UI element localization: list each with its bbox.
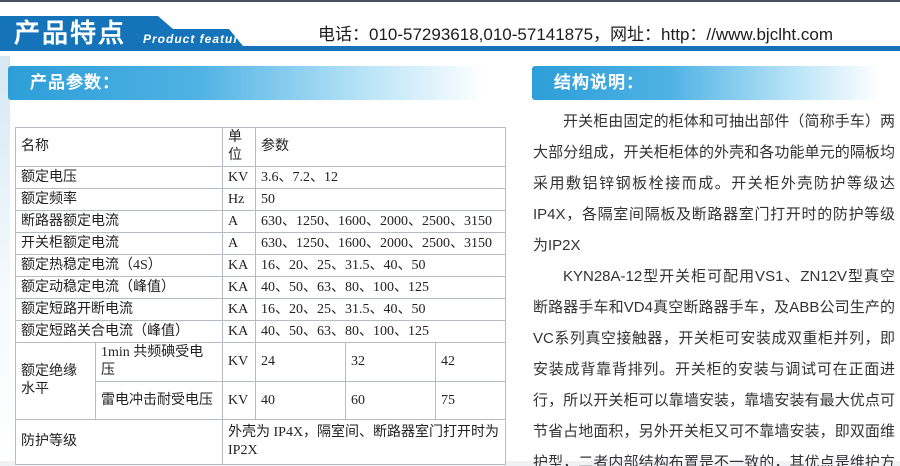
table-row: 额定电压 KV 3.6、7.2、12 <box>15 166 506 189</box>
structure-description: 开关柜由固定的柜体和可抽出部件（简称手车）两大部分组成，开关柜柜体的外壳和各功能… <box>533 106 895 466</box>
protection-value: 外壳为 IP4X，隔室间、断路器室门打开时为IP2X <box>222 419 506 465</box>
row-unit: KV <box>222 381 256 420</box>
row-unit: KV <box>222 342 256 382</box>
row-value: 630、1250、1600、2000、2500、3150 <box>255 210 506 233</box>
parameters-table: 名称 单位 参数 额定电压 KV 3.6、7.2、12 额定频率 Hz 50 断… <box>15 127 506 465</box>
insulation-value: 60 <box>345 381 436 420</box>
row-unit: KA <box>222 320 256 343</box>
insulation-row-1: 额定绝缘水平 1min 共频碘受电压 KV 24 32 42 <box>15 342 506 420</box>
row-name: 额定电压 <box>15 166 223 189</box>
row-name: 额定短路关合电流（峰值） <box>15 320 223 343</box>
table-header-row: 名称 单位 参数 <box>15 127 506 167</box>
page-title: 产品特点 <box>14 18 127 48</box>
row-name: 开关柜额定电流 <box>15 232 223 255</box>
left-edge-tint <box>0 56 10 460</box>
top-border-line <box>0 0 900 2</box>
table-row: 额定短路关合电流（峰值） KA 40、50、63、80、100、125 <box>15 320 506 343</box>
insulation-row-2: 雷电冲击耐受电压 KV 40 60 75 <box>16 381 506 420</box>
contact-info: 电话：010-57293618,010-57141875，网址：http：//w… <box>318 25 833 44</box>
row-value: 16、20、25、31.5、40、50 <box>255 254 506 277</box>
insulation-sub-label: 1min 共频碘受电压 <box>95 342 223 382</box>
col-header-value: 参数 <box>255 127 506 167</box>
protection-row: 防护等级 外壳为 IP4X，隔室间、断路器室门打开时为IP2X <box>15 419 506 465</box>
table-row: 开关柜额定电流 A 630、1250、1600、2000、2500、3150 <box>15 232 506 255</box>
row-name: 额定频率 <box>15 188 223 211</box>
table-row: 额定频率 Hz 50 <box>15 188 506 211</box>
row-unit: KV <box>222 166 256 189</box>
section-title-structure-description: 结构说明： <box>532 66 895 100</box>
row-unit: KA <box>222 276 256 299</box>
section-title-product-parameters: 产品参数： <box>8 66 505 100</box>
row-value: 3.6、7.2、12 <box>255 166 506 189</box>
insulation-value: 32 <box>345 342 436 382</box>
row-value: 630、1250、1600、2000、2500、3150 <box>255 232 506 255</box>
structure-paragraph-1: 开关柜由固定的柜体和可抽出部件（简称手车）两大部分组成，开关柜柜体的外壳和各功能… <box>533 113 895 254</box>
row-value: 16、20、25、31.5、40、50 <box>255 298 506 321</box>
row-unit: A <box>222 210 256 233</box>
insulation-sub-label: 雷电冲击耐受电压 <box>95 381 223 420</box>
row-unit: KA <box>222 298 256 321</box>
row-name: 防护等级 <box>15 419 223 465</box>
row-value: 40、50、63、80、100、125 <box>255 276 506 299</box>
row-value: 50 <box>255 188 506 211</box>
table-row: 额定热稳定电流（4S） KA 16、20、25、31.5、40、50 <box>15 254 506 277</box>
insulation-value: 75 <box>435 381 506 420</box>
table-row: 额定短路开断电流 KA 16、20、25、31.5、40、50 <box>15 298 506 321</box>
insulation-value: 42 <box>435 342 506 382</box>
row-name: 断路器额定电流 <box>15 210 223 233</box>
table-row: 额定动稳定电流（峰值） KA 40、50、63、80、100、125 <box>15 276 506 299</box>
col-header-unit: 单位 <box>222 127 256 167</box>
col-header-name: 名称 <box>15 127 223 167</box>
insulation-value: 40 <box>255 381 346 420</box>
row-name: 额定动稳定电流（峰值） <box>15 276 223 299</box>
row-name: 额定短路开断电流 <box>15 298 223 321</box>
row-name: 额定热稳定电流（4S） <box>15 254 223 277</box>
row-unit: KA <box>222 254 256 277</box>
row-value: 40、50、63、80、100、125 <box>255 320 506 343</box>
row-unit: Hz <box>222 188 256 211</box>
structure-paragraph-2: KYN28A-12型开关柜可配用VS1、ZN12V型真空断路器手车和VD4真空断… <box>533 268 895 466</box>
insulation-group-label: 额定绝缘水平 <box>15 342 96 420</box>
page-subtitle: Product features <box>143 32 255 46</box>
row-unit: A <box>222 232 256 255</box>
table-row: 断路器额定电流 A 630、1250、1600、2000、2500、3150 <box>15 210 506 233</box>
insulation-value: 24 <box>255 342 346 382</box>
